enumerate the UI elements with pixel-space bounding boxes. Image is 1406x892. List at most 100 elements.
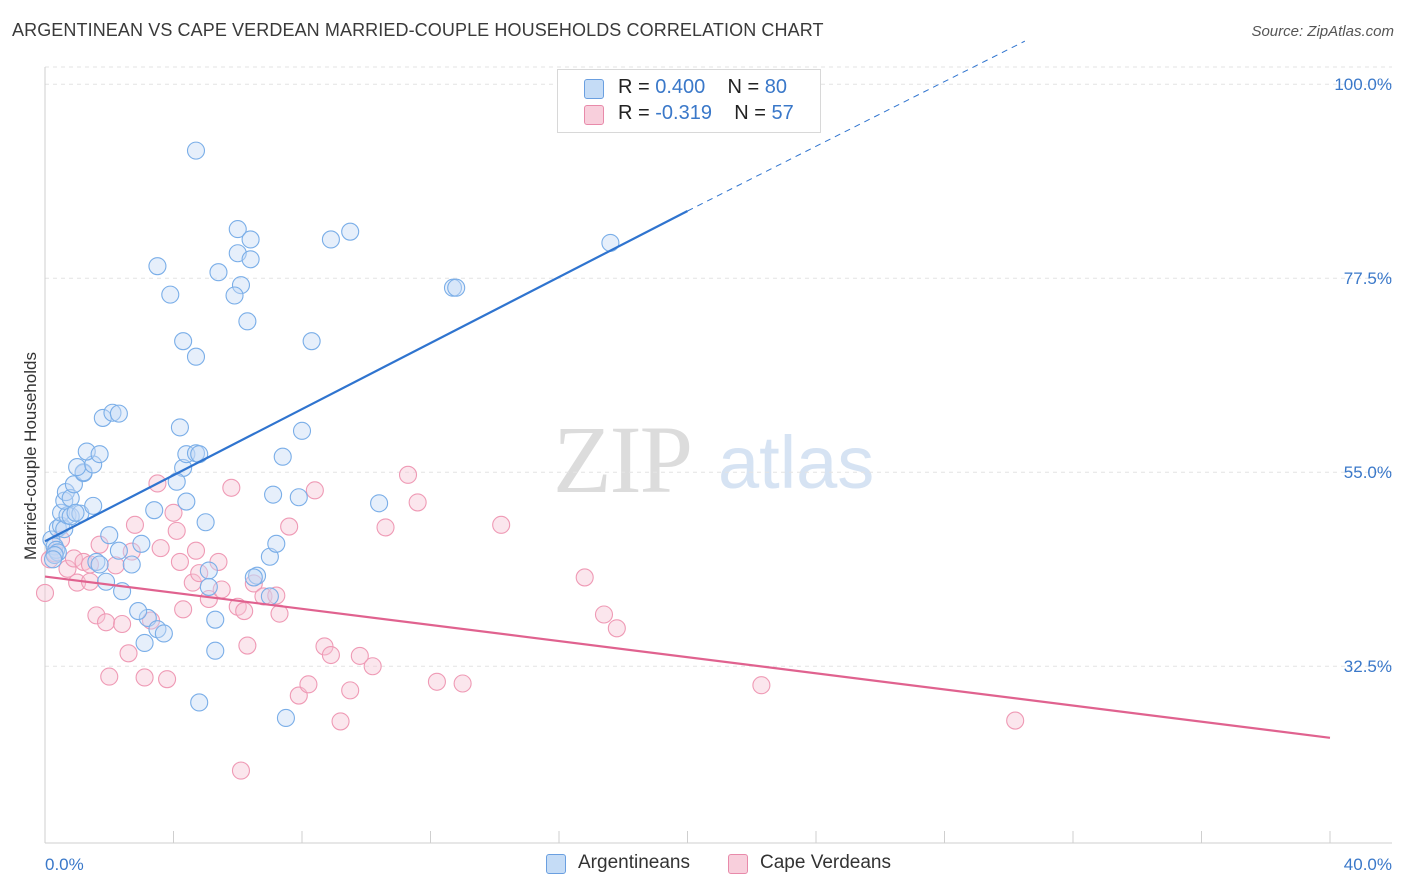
data-point: [177, 445, 196, 464]
data-point: [408, 493, 427, 512]
data-point: [575, 568, 594, 587]
trend-line-argentineans: [44, 210, 689, 543]
data-point: [206, 610, 225, 629]
data-point: [492, 515, 511, 534]
y-tick-label: 100.0%: [1334, 75, 1392, 94]
data-point: [164, 503, 183, 522]
data-point: [135, 633, 154, 653]
trend-lines: [44, 40, 1331, 739]
legend-n-value: 80: [764, 76, 788, 98]
data-point: [398, 465, 418, 484]
data-point: [186, 347, 206, 366]
data-point: [601, 233, 620, 252]
data-point: [267, 534, 286, 553]
data-point: [370, 494, 389, 513]
data-point: [132, 534, 151, 553]
data-point: [122, 542, 141, 561]
gridlines: [45, 66, 1392, 667]
data-point: [106, 556, 125, 575]
data-point: [302, 332, 321, 351]
data-point: [299, 675, 318, 694]
data-point: [376, 518, 395, 537]
data-point: [209, 263, 228, 282]
data-point: [280, 517, 299, 536]
data-point: [350, 646, 369, 665]
x-tick-label-max: 40.0%: [1344, 855, 1392, 874]
data-point: [109, 541, 128, 560]
data-point: [68, 458, 87, 477]
legend-r-label: R =: [618, 102, 650, 124]
data-point: [64, 549, 83, 568]
data-point: [170, 418, 189, 437]
data-point: [122, 555, 141, 574]
legend-r-value: 0.400: [655, 76, 706, 98]
data-point: [264, 485, 283, 504]
data-point: [151, 539, 170, 558]
legend-r-label: R =: [618, 76, 650, 98]
data-point: [289, 488, 308, 507]
data-point: [238, 636, 257, 655]
data-point: [427, 672, 446, 691]
data-point: [135, 668, 154, 687]
data-point: [752, 676, 771, 695]
data-point: [154, 624, 173, 643]
data-point: [167, 521, 186, 540]
data-point: [174, 600, 193, 619]
y-tick-label: 55.0%: [1344, 463, 1392, 482]
data-point: [119, 644, 138, 663]
axes: [44, 67, 1392, 844]
data-point: [87, 552, 106, 571]
data-point: [225, 286, 244, 305]
legend-label-argentineans: Argentineans: [578, 852, 690, 873]
data-point: [241, 230, 260, 249]
y-tick-label: 77.5%: [1344, 269, 1392, 288]
data-point: [100, 526, 119, 545]
source-label: Source: ZipAtlas.com: [1251, 23, 1394, 40]
x-tick-label-min: 0.0%: [45, 855, 84, 874]
watermark-zip: ZIP: [553, 406, 691, 513]
data-point: [186, 141, 206, 160]
watermark: ZIP atlas: [553, 406, 874, 513]
data-point: [247, 566, 267, 585]
data-point: [260, 587, 279, 606]
data-point: [341, 681, 360, 700]
data-point: [35, 583, 55, 603]
data-point: [331, 712, 350, 731]
legend-label-cape-verdeans: Cape Verdeans: [760, 852, 891, 873]
data-point: [222, 478, 241, 497]
data-point: [321, 645, 340, 665]
series-argentineans-points: [42, 141, 620, 728]
data-point: [1006, 711, 1025, 730]
data-point: [206, 641, 225, 660]
watermark-atlas: atlas: [718, 421, 874, 504]
legend-swatch-argentineans: [584, 79, 604, 99]
data-point: [90, 445, 109, 464]
data-point: [129, 602, 148, 621]
data-point: [43, 550, 63, 569]
legend-n-label: N =: [727, 76, 760, 98]
legend-n-value: 57: [771, 102, 794, 124]
data-point: [273, 447, 292, 466]
data-point: [109, 404, 128, 423]
data-point: [125, 515, 144, 534]
legend-n-label: N =: [734, 102, 766, 124]
series-cape-verdeans-points: [35, 465, 1025, 780]
data-point: [170, 552, 189, 571]
data-point: [447, 278, 466, 297]
data-point: [66, 503, 85, 522]
data-point: [231, 276, 251, 295]
y-tick-label: 32.5%: [1344, 657, 1392, 676]
data-point: [100, 667, 119, 686]
data-point: [177, 492, 196, 511]
data-point: [87, 606, 106, 625]
data-point: [158, 670, 177, 689]
data-point: [228, 220, 247, 239]
data-point: [363, 657, 382, 676]
y-axis-title: Married-couple Households: [21, 352, 40, 560]
data-point: [607, 619, 626, 638]
data-point: [84, 496, 103, 515]
data-point: [190, 693, 209, 712]
data-point: [186, 541, 206, 560]
data-point: [113, 614, 132, 634]
